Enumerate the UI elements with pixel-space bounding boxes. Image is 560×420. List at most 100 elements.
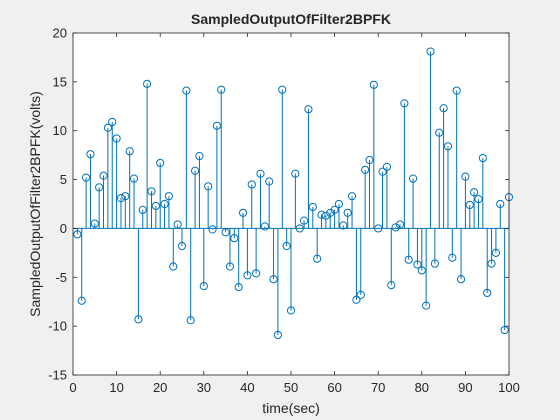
stem-marker [408, 174, 418, 183]
stem-marker [112, 134, 121, 143]
stem-marker [143, 79, 152, 88]
x-tick-label: 20 [153, 380, 167, 395]
stem-marker [496, 199, 505, 209]
stem-marker [265, 177, 274, 186]
stem-marker [404, 255, 413, 264]
x-tick-label: 0 [69, 380, 76, 395]
stem-series [73, 47, 514, 340]
stem-marker [356, 290, 365, 299]
stem-marker [313, 254, 322, 263]
x-tick-label: 90 [458, 380, 472, 395]
stem-marker [339, 221, 348, 230]
stem-marker [86, 150, 95, 159]
stem-marker [465, 200, 474, 210]
stem-marker [417, 266, 426, 275]
stem-marker [295, 224, 304, 233]
y-axis-ticks: -15 -10 -5 0 5 10 15 20 [48, 26, 509, 383]
x-tick-label: 10 [109, 380, 123, 395]
stem-marker [116, 194, 126, 203]
stem-marker [243, 271, 252, 280]
y-tick-label: 0 [60, 221, 67, 236]
stem-marker [435, 128, 444, 137]
x-tick-label: 50 [284, 380, 298, 395]
x-axis-ticks: 0 10 20 30 40 50 60 70 80 90 100 [69, 33, 520, 395]
stem-marker [256, 169, 265, 178]
stem-marker [304, 105, 313, 114]
stem-marker [478, 153, 487, 163]
x-tick-label: 80 [415, 380, 429, 395]
stem-marker [212, 121, 221, 130]
y-tick-label: -5 [55, 270, 67, 285]
stem-marker [99, 171, 108, 180]
stem-marker [95, 183, 104, 192]
stem-marker [299, 216, 309, 225]
stem-marker [156, 158, 165, 168]
stem-marker [426, 47, 435, 56]
stem-marker [343, 208, 352, 217]
stem-marker [138, 205, 147, 214]
stem-marker [365, 155, 374, 165]
stem-marker [169, 262, 178, 271]
stem-marker [173, 220, 182, 229]
stem-marker [199, 281, 208, 291]
stem-marker [474, 195, 483, 204]
stem-marker [90, 219, 99, 228]
stem-marker [278, 85, 287, 94]
stem-marker [73, 230, 82, 239]
stem-marker [395, 220, 405, 229]
y-tick-label: 10 [53, 123, 67, 138]
stem-marker [452, 86, 461, 95]
stem-marker [190, 166, 200, 175]
stem-marker [121, 192, 130, 201]
stem-marker [269, 275, 278, 284]
stem-marker [151, 201, 160, 211]
x-axis-label: time(sec) [262, 400, 320, 416]
stem-marker [374, 224, 383, 233]
stem-marker [221, 228, 230, 237]
x-tick-label: 60 [327, 380, 341, 395]
stem-marker [204, 182, 213, 191]
stem-marker [103, 123, 112, 132]
stem-marker [147, 187, 156, 196]
stem-marker [177, 241, 187, 251]
stem-marker [77, 296, 86, 305]
stem-marker [238, 208, 248, 217]
y-tick-label: 5 [60, 172, 67, 187]
stem-marker [195, 152, 204, 161]
y-axis-label: SampledOutputOfFilter2BPFK(volts) [27, 91, 43, 317]
stem-marker [81, 173, 91, 182]
y-tick-label: -15 [48, 368, 67, 383]
stem-marker [208, 225, 217, 234]
stem-marker [182, 86, 191, 95]
stem-marker [252, 269, 261, 278]
stem-marker [186, 316, 195, 325]
stem-marker [247, 180, 256, 189]
stem-marker [108, 117, 117, 127]
stem-marker [443, 142, 453, 151]
stem-marker [273, 330, 283, 340]
stem-marker [461, 172, 470, 181]
stem-marker [448, 253, 457, 262]
stem-marker [160, 199, 169, 209]
stem-marker [308, 202, 317, 212]
stem-marker [330, 205, 339, 214]
stem-marker [483, 288, 492, 298]
stem-marker [400, 99, 409, 108]
x-tick-label: 70 [371, 380, 385, 395]
stem-marker [225, 262, 235, 271]
stem-marker [282, 241, 291, 251]
stem-marker [413, 260, 422, 269]
stem-marker [430, 259, 439, 268]
stem-marker [164, 192, 174, 201]
chart-title: SampledOutputOfFilter2BPFK [191, 11, 391, 27]
stem-marker [352, 295, 361, 304]
plot-area [73, 33, 509, 375]
stem-marker [334, 199, 344, 209]
stem-marker [134, 315, 143, 324]
stem-marker [361, 165, 370, 174]
stem-marker [391, 223, 400, 232]
stem-marker [378, 167, 387, 176]
stem-marker [321, 211, 330, 220]
stem-marker [387, 281, 396, 290]
